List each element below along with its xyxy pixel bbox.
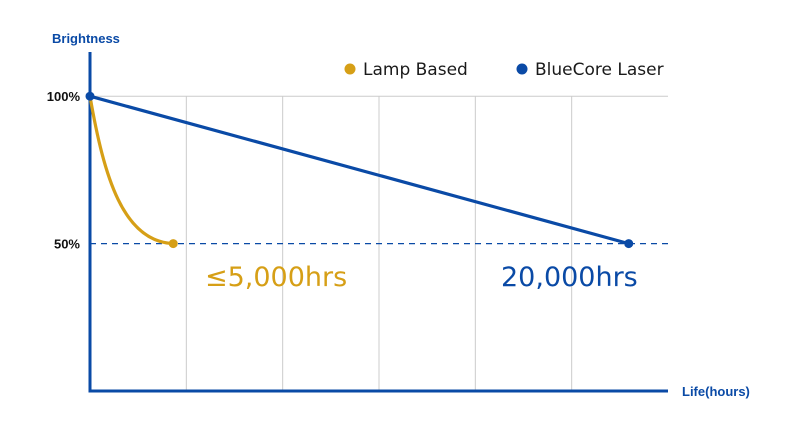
lamp-life-label: ≤5,000hrs bbox=[205, 262, 347, 293]
series-line-0 bbox=[88, 94, 175, 246]
y-tick-label-100: 100% bbox=[47, 89, 81, 104]
series-layer bbox=[85, 91, 634, 249]
y-axis-title: Brightness bbox=[52, 31, 120, 46]
legend-marker-bluecore-laser bbox=[516, 63, 528, 75]
series-end-point-1 bbox=[624, 239, 634, 249]
legend-label-lamp-based: Lamp Based bbox=[363, 60, 468, 80]
y-tick-label-50: 50% bbox=[54, 237, 80, 252]
laser-life-label: 20,000hrs bbox=[501, 262, 638, 293]
axes bbox=[88, 52, 668, 393]
legend: Lamp Based BlueCore Laser bbox=[344, 60, 664, 80]
series-line-1 bbox=[88, 94, 631, 246]
series-start-point bbox=[85, 91, 95, 101]
legend-label-bluecore-laser: BlueCore Laser bbox=[535, 60, 664, 80]
legend-marker-lamp-based bbox=[344, 63, 356, 75]
x-axis-title: Life(hours) bbox=[682, 384, 750, 399]
series-end-point-0 bbox=[168, 239, 178, 249]
